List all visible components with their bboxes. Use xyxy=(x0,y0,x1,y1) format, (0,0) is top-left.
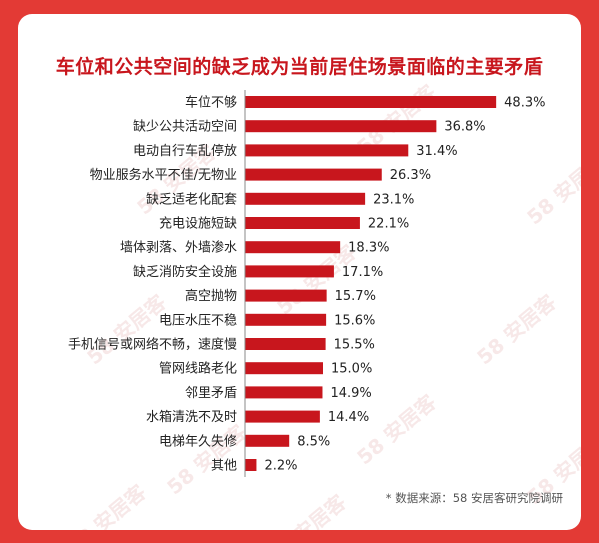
bar xyxy=(245,434,290,447)
bar xyxy=(245,410,320,423)
value-label: 14.9% xyxy=(330,386,371,401)
value-label: 17.1% xyxy=(342,265,383,280)
value-label: 48.3% xyxy=(504,96,545,111)
value-label: 14.4% xyxy=(328,410,369,425)
bar xyxy=(245,192,366,205)
category-label: 充电设施短缺 xyxy=(159,216,237,232)
category-label: 电压水压不稳 xyxy=(159,312,237,328)
bar xyxy=(245,362,323,375)
category-label: 其他 xyxy=(211,459,237,474)
bar xyxy=(245,144,409,157)
bar-chart: 车位不够 48.3% 缺少公共活动空间 36.8% 电动自行车乱停放 31.4% 物业服务水… xyxy=(68,90,545,477)
bar xyxy=(245,338,326,350)
category-label: 管网线路老化 xyxy=(159,361,237,377)
bar xyxy=(245,386,323,399)
chart-card: 车位和公共空间的缺乏成为当前居住场景面临的主要矛盾 58 安居客 58 安居客 58… xyxy=(18,14,581,530)
value-label: 26.3% xyxy=(390,168,431,183)
bar xyxy=(245,96,497,108)
value-label: 15.0% xyxy=(331,362,372,377)
value-label: 23.1% xyxy=(373,192,414,207)
value-label: 18.3% xyxy=(348,241,389,256)
category-label: 手机信号或网络不畅，速度慢 xyxy=(68,337,237,353)
bar xyxy=(245,120,437,133)
category-label: 水箱清洗不及时 xyxy=(146,409,237,425)
bar xyxy=(245,289,327,302)
category-label: 物业服务水平不佳/无物业 xyxy=(90,167,237,183)
data-source-note: * 数据来源：58 安居客研究院调研 xyxy=(385,491,563,505)
category-label: 电动自行车乱停放 xyxy=(133,143,237,159)
chart-title: 车位和公共空间的缺乏成为当前居住场景面临的主要矛盾 xyxy=(55,56,544,78)
bar xyxy=(245,313,327,326)
value-label: 36.8% xyxy=(444,120,485,135)
value-label: 22.1% xyxy=(368,217,409,232)
category-label: 高空抛物 xyxy=(185,288,237,304)
bar xyxy=(245,241,341,254)
value-label: 2.2% xyxy=(264,459,297,474)
bar xyxy=(245,168,382,181)
bar xyxy=(245,217,360,229)
value-label: 15.5% xyxy=(334,338,375,353)
bar xyxy=(245,265,334,278)
category-label: 缺少公共活动空间 xyxy=(133,120,237,135)
category-label: 缺乏适老化配套 xyxy=(146,191,237,207)
category-label: 车位不够 xyxy=(185,95,237,111)
value-label: 15.6% xyxy=(334,313,375,328)
value-label: 8.5% xyxy=(297,434,330,449)
category-label: 缺乏消防安全设施 xyxy=(133,264,237,280)
category-label: 墙体剥落、外墙渗水 xyxy=(120,241,237,256)
category-label: 邻里矛盾 xyxy=(185,386,237,401)
value-label: 31.4% xyxy=(416,144,457,159)
category-label: 电梯年久失修 xyxy=(159,434,237,449)
value-label: 15.7% xyxy=(335,289,376,304)
bar xyxy=(245,459,257,471)
